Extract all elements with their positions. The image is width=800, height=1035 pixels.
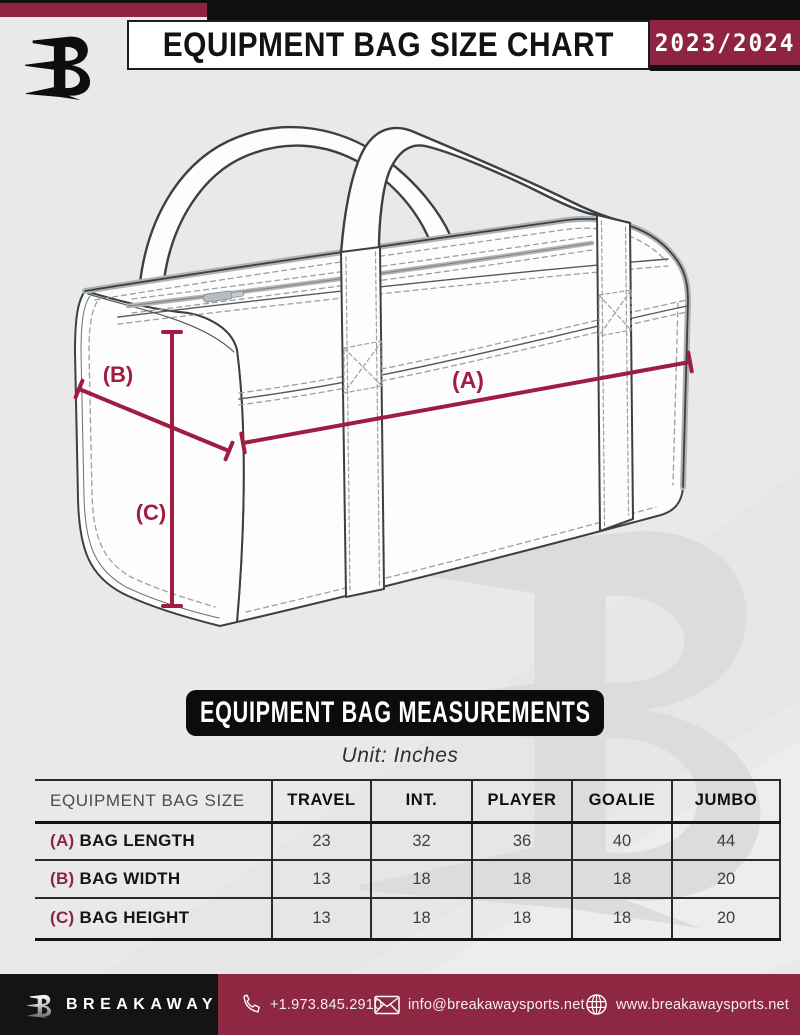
top-black-bar	[207, 0, 800, 20]
dimension-lines	[73, 330, 694, 608]
bag-corner-seam	[87, 293, 235, 353]
right-x-stitch-box	[598, 289, 632, 337]
cell-value: 36	[471, 822, 572, 860]
cell-value: 32	[370, 822, 472, 860]
cell-value: 18	[571, 860, 672, 898]
row-label: (C) BAG HEIGHT	[35, 898, 272, 939]
row-prefix: (C)	[50, 908, 75, 928]
season-label: 2023/2024	[654, 28, 796, 57]
breakaway-b-logo-footer	[27, 994, 52, 1018]
row-label: (A) BAG LENGTH	[35, 822, 272, 860]
phone-icon	[243, 993, 260, 1013]
zipper-slider	[202, 290, 245, 303]
dimension-line-a	[239, 350, 694, 455]
footer-website-url: www.breakawaysports.net	[616, 996, 790, 1013]
row-label-text: BAG LENGTH	[79, 831, 195, 851]
email-icon	[374, 995, 400, 1014]
cell-value: 44	[671, 822, 781, 860]
top-hairline-bar	[0, 0, 207, 3]
footer-contact-block	[218, 974, 800, 1035]
season-badge: 2023/2024	[650, 20, 800, 65]
cell-value: 13	[271, 898, 371, 939]
cell-value: 13	[271, 860, 371, 898]
bag-upper-seam	[117, 258, 669, 318]
cell-value: 18	[370, 860, 472, 898]
measurements-banner-label: EQUIPMENT BAG MEASUREMENTS	[199, 696, 591, 729]
cell-value: 18	[571, 898, 672, 939]
column-header-int: INT.	[370, 780, 472, 822]
row-label: (B) BAG WIDTH	[35, 860, 272, 898]
column-header-jumbo: JUMBO	[671, 780, 781, 822]
table-row-bag-width: (B) BAG WIDTH 13 18 18 18 20	[35, 860, 781, 898]
dimension-label-a: (A)	[452, 367, 484, 393]
table-row-bag-height: (C) BAG HEIGHT 13 18 18 18 20	[35, 898, 781, 939]
cell-value: 20	[671, 860, 781, 898]
table-header-row: EQUIPMENT BAG SIZE TRAVEL INT. PLAYER GO…	[35, 780, 781, 822]
size-header-cell: EQUIPMENT BAG SIZE	[50, 790, 245, 810]
footer-phone-number: +1.973.845.2910	[270, 996, 383, 1013]
table-row-bag-length: (A) BAG LENGTH 23 32 36 40 44	[35, 822, 781, 860]
row-label-text: BAG HEIGHT	[79, 908, 190, 928]
size-table: EQUIPMENT BAG SIZE TRAVEL INT. PLAYER GO…	[35, 779, 781, 941]
page-title: EQUIPMENT BAG SIZE CHART	[162, 25, 615, 64]
footer-phone: +1.973.845.2910	[240, 974, 382, 1035]
footer-brand-name: BREAKAWAY	[65, 995, 218, 1013]
bag-ridge-line	[84, 218, 689, 488]
top-maroon-strip	[0, 3, 207, 17]
cell-value: 18	[471, 860, 572, 898]
column-header-travel: TRAVEL	[271, 780, 371, 822]
row-prefix: (A)	[50, 831, 75, 851]
unit-label: Unit: Inches	[341, 744, 459, 767]
season-badge-backing: 2023/2024	[650, 20, 800, 71]
breakaway-b-logo	[25, 36, 91, 101]
cell-value: 40	[571, 822, 672, 860]
footer: BREAKAWAY +1.973.845.2910 info@breakaway…	[0, 974, 800, 1035]
column-header-goalie: GOALIE	[571, 780, 672, 822]
measurements-banner: EQUIPMENT BAG MEASUREMENTS	[186, 690, 604, 736]
cell-value: 20	[671, 898, 781, 939]
dimension-line-b	[73, 378, 235, 462]
left-x-stitch-box	[343, 340, 383, 394]
equipment-bag-drawing: (A) (B) (C)	[73, 125, 694, 627]
globe-icon	[586, 994, 607, 1015]
bag-left-panel	[74, 290, 245, 627]
footer-brand-block: BREAKAWAY	[0, 974, 218, 1035]
dimension-label-c: (C)	[136, 500, 167, 525]
footer-email-address: info@breakawaysports.net	[408, 996, 585, 1013]
title-box: EQUIPMENT BAG SIZE CHART	[127, 20, 650, 70]
dimension-line-c	[161, 330, 183, 608]
footer-email: info@breakawaysports.net	[374, 974, 585, 1035]
cell-value: 18	[471, 898, 572, 939]
cell-value: 18	[370, 898, 472, 939]
cell-value: 23	[271, 822, 371, 860]
row-label-text: BAG WIDTH	[79, 869, 181, 888]
footer-website: www.breakawaysports.net	[585, 974, 789, 1035]
dimension-label-b: (B)	[103, 362, 134, 387]
column-header-player: PLAYER	[471, 780, 572, 822]
row-prefix: (B)	[50, 869, 75, 888]
